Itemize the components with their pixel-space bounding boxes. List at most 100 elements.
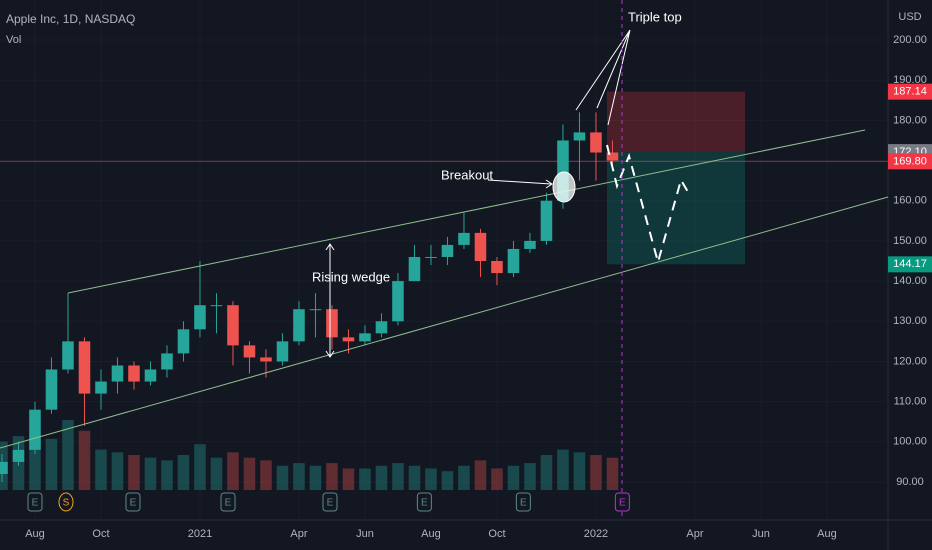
candle-body	[590, 132, 602, 153]
volume-bar	[128, 455, 140, 490]
y-tick-label: 110.00	[894, 396, 927, 408]
breakout-circle	[552, 171, 576, 203]
candle-body	[243, 345, 256, 358]
y-tick-label: 90.00	[896, 476, 924, 488]
event-marker	[125, 492, 141, 512]
candle-body	[359, 333, 371, 342]
y-tick-label: 190.00	[893, 74, 927, 86]
candle-body	[573, 132, 586, 141]
candle-body	[62, 341, 74, 370]
y-tick-label: 130.00	[893, 315, 927, 327]
candle-body	[12, 449, 25, 462]
volume-bar	[111, 452, 124, 490]
event-marker	[515, 492, 531, 512]
candle-body	[78, 341, 91, 394]
event-marker	[416, 492, 432, 512]
volume-bar	[210, 457, 223, 490]
volume-bar	[276, 465, 289, 490]
volume-bar	[359, 468, 371, 490]
candle-body	[342, 337, 355, 342]
volume-bar	[29, 433, 41, 490]
y-tick-label: 200.00	[893, 34, 927, 46]
x-tick-label: Aug	[421, 528, 441, 540]
triple-top-arrows	[575, 29, 631, 126]
volume-bar	[293, 463, 305, 490]
y-tick-label: 150.00	[893, 235, 927, 247]
candle-body	[458, 232, 470, 245]
arrow-heads	[325, 243, 335, 358]
target-zone	[607, 152, 745, 265]
candle-body	[441, 244, 454, 257]
candle-body	[557, 140, 569, 201]
candle-body	[540, 200, 553, 241]
volume-bar	[95, 449, 107, 490]
projection	[606, 144, 689, 266]
candle-body	[0, 461, 8, 474]
event-label: E	[421, 498, 428, 509]
volume-bar	[540, 455, 553, 490]
x-tick-label: Jun	[356, 528, 374, 540]
candle-body	[474, 232, 487, 261]
candle-body	[293, 309, 305, 342]
price-tag	[888, 83, 932, 100]
price-tag-label: 187.14	[893, 86, 927, 98]
y-tick-label: 160.00	[893, 195, 927, 207]
event-label: E	[520, 498, 527, 509]
x-tick-label: Apr	[686, 528, 703, 540]
x-tick-label: Aug	[25, 528, 45, 540]
volume-bar	[342, 468, 355, 490]
volume-bar	[606, 457, 619, 490]
y-tick-label: 140.00	[893, 275, 927, 287]
annotation: Breakout	[441, 167, 493, 182]
event-marker	[322, 492, 338, 512]
plot	[0, 91, 888, 490]
symbol-title: Apple Inc, 1D, NASDAQ	[6, 12, 135, 26]
x-tick-label: Jun	[752, 528, 770, 540]
candle-body	[491, 261, 503, 274]
x-tick-label: 2022	[584, 528, 608, 540]
annotation: Rising wedge	[312, 269, 390, 284]
volume-bar	[408, 465, 421, 490]
volume-bar	[177, 455, 190, 490]
vol-label: Vol	[6, 34, 21, 46]
event-label: E	[619, 498, 626, 509]
event-label: E	[327, 498, 334, 509]
volume-bar	[557, 449, 569, 490]
price-tag-label: 169.80	[893, 155, 927, 167]
stop-zone	[607, 91, 745, 153]
candle-body	[177, 329, 190, 354]
volume-bar	[227, 452, 239, 490]
candle-body	[606, 152, 619, 161]
candle-body	[227, 305, 239, 346]
price-tag	[888, 256, 932, 273]
event-label: E	[32, 498, 39, 509]
y-tick-label: 100.00	[893, 436, 927, 448]
candle-body	[375, 321, 388, 334]
volume-bar	[260, 460, 272, 490]
candle-body	[29, 409, 41, 450]
annotation: Triple top	[628, 9, 682, 24]
event-label: E	[225, 498, 232, 509]
wedge-lower	[0, 196, 889, 449]
candle-body	[161, 353, 173, 370]
arrow-head	[545, 179, 553, 189]
volume-bar	[507, 465, 520, 490]
volume-bar	[425, 468, 437, 490]
candle-body	[524, 240, 536, 249]
volume-bar	[194, 444, 206, 490]
candle-body	[111, 365, 124, 382]
breakout-arrow	[487, 179, 552, 185]
price-tag	[888, 153, 932, 170]
candle-body	[194, 305, 206, 330]
candle-body	[95, 381, 107, 394]
event-label: E	[130, 498, 137, 509]
x-tick-label: Aug	[817, 528, 837, 540]
candle-body	[507, 248, 520, 274]
event-label: S	[63, 498, 70, 509]
volume-bar	[392, 463, 404, 490]
event-marker	[27, 492, 43, 512]
x-tick-label: Apr	[290, 528, 307, 540]
candle-body	[144, 369, 157, 382]
candle-body	[425, 256, 437, 258]
